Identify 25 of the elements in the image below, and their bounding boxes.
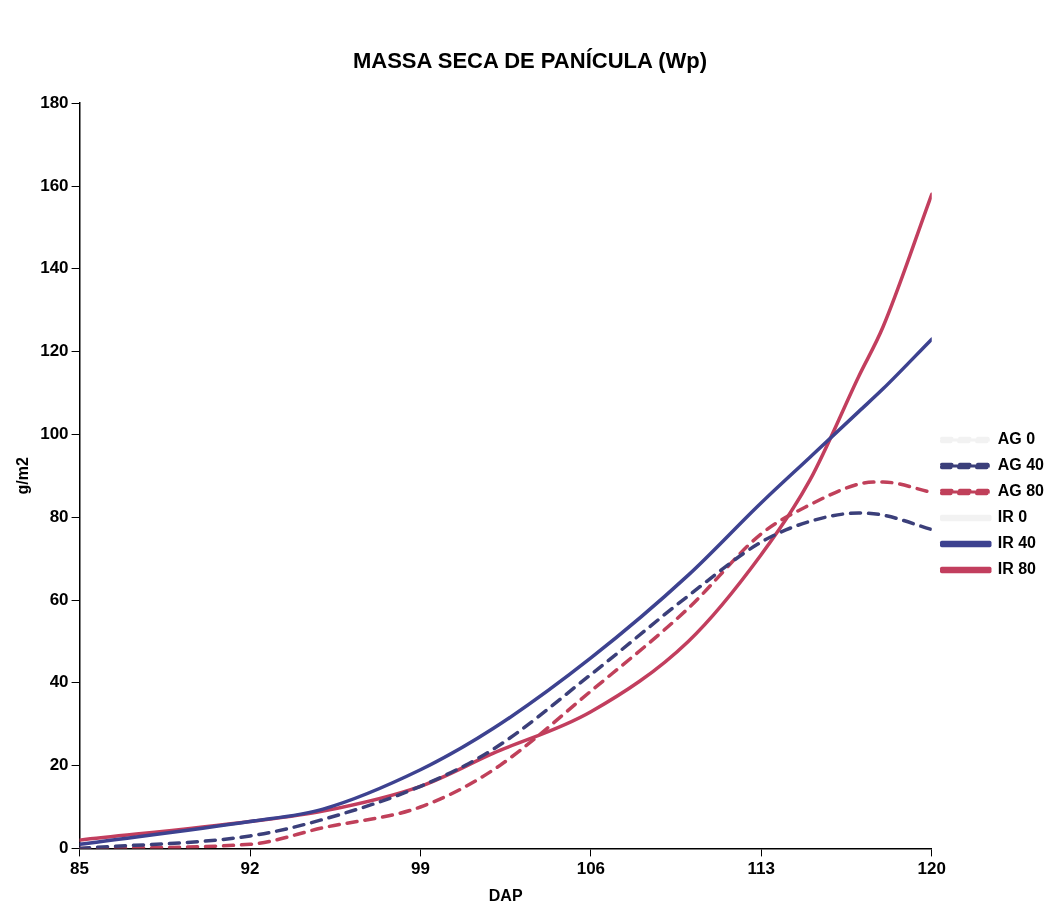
x-tick-label: 99: [410, 859, 430, 879]
y-tick-label: 40: [49, 672, 69, 692]
x-tick-label: 85: [70, 859, 90, 879]
legend-label: IR 0: [997, 508, 1028, 526]
y-tick-label: 140: [40, 258, 69, 278]
legend-label: AG 80: [997, 482, 1045, 500]
chart-title: MASSA SECA DE PANÍCULA (Wp): [352, 48, 708, 74]
y-tick-label: 0: [59, 838, 69, 858]
x-tick-label: 120: [917, 859, 946, 879]
x-tick-label: 113: [747, 859, 776, 879]
y-tick-label: 160: [40, 175, 69, 195]
y-tick-label: 80: [49, 506, 69, 526]
x-axis-title: DAP: [488, 886, 523, 904]
y-tick-label: 180: [40, 92, 69, 112]
y-tick-label: 20: [49, 755, 69, 775]
legend-label: IR 80: [997, 560, 1037, 578]
y-tick-label: 100: [40, 424, 69, 444]
y-tick-label: 120: [40, 341, 69, 361]
legend-label: IR 40: [997, 534, 1037, 552]
x-tick-label: 92: [240, 859, 260, 879]
legend-label: AG 0: [997, 430, 1036, 448]
y-axis-title: g/m2: [14, 457, 32, 495]
y-tick-label: 60: [49, 589, 69, 609]
legend-label: AG 40: [997, 456, 1045, 474]
x-tick-label: 106: [576, 859, 606, 879]
